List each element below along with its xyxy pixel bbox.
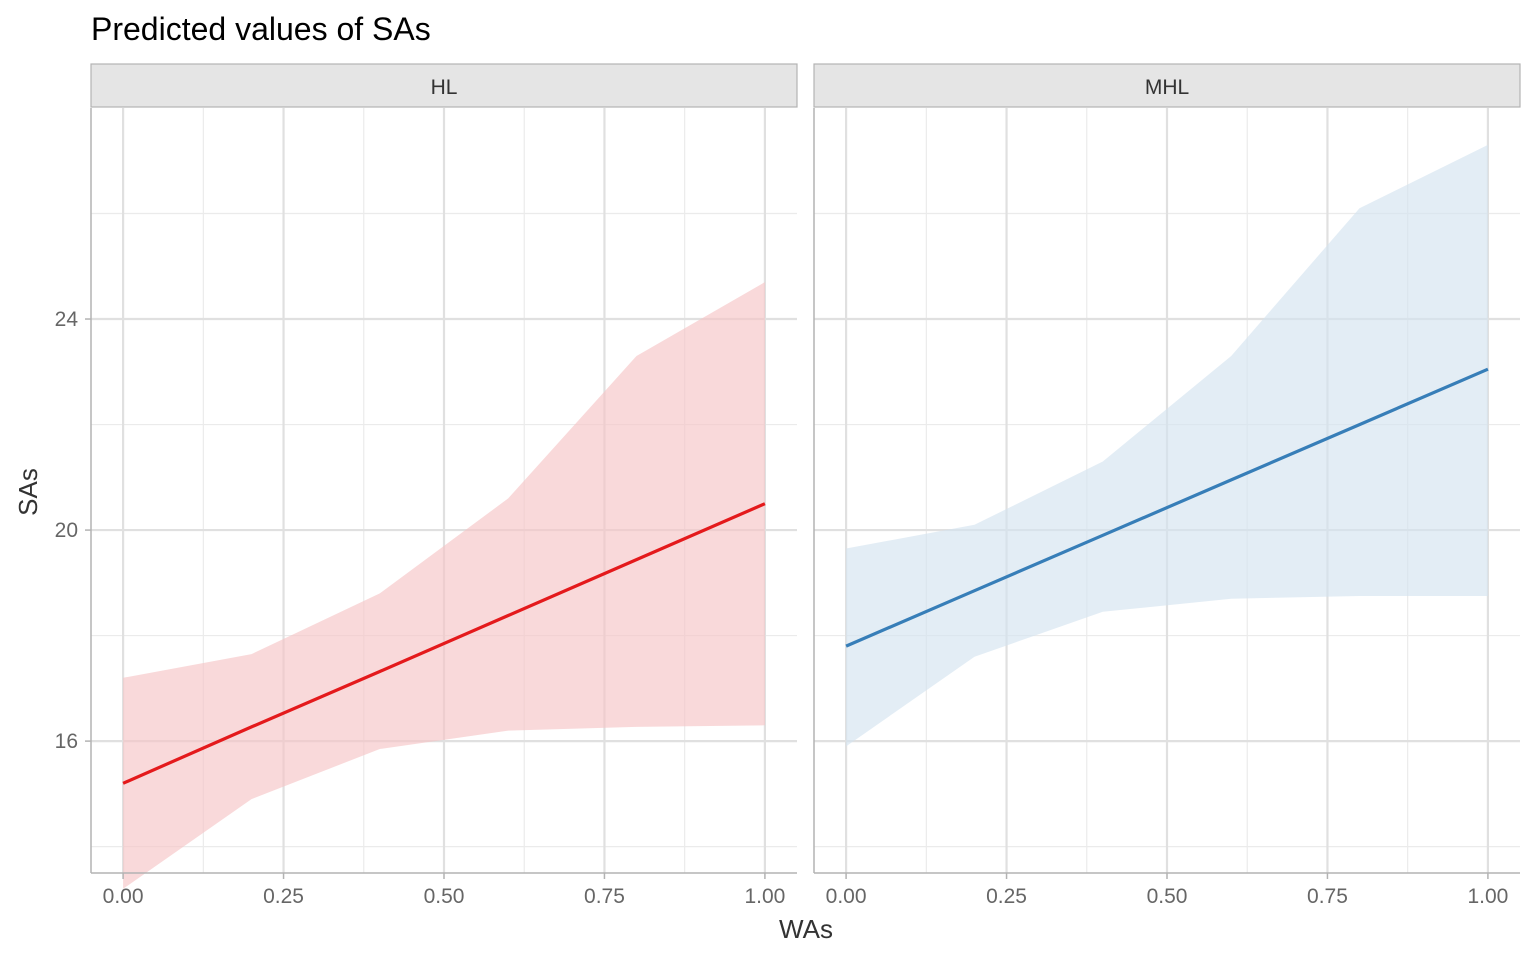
facet-panel-hl: HL 0.00 0.25 0.50 0.75 1.00 bbox=[90, 63, 798, 908]
facet-panel-mhl: MHL 0.00 0.25 0.50 0.75 1.00 bbox=[813, 63, 1521, 908]
x-tick-label: 0.00 bbox=[103, 885, 144, 908]
y-axis-title: SAs bbox=[13, 468, 43, 516]
facet-strip bbox=[813, 63, 1521, 108]
prediction-line bbox=[845, 367, 1489, 648]
x-tick-label: 0.75 bbox=[1307, 885, 1348, 908]
confidence-band bbox=[846, 144, 1488, 747]
facet-strip-label: HL bbox=[431, 76, 458, 99]
facet-strip-label: MHL bbox=[1145, 76, 1189, 99]
prediction-line bbox=[122, 502, 766, 785]
y-axis-ticks: 16 20 24 bbox=[55, 308, 91, 753]
x-tick-label: 0.25 bbox=[986, 885, 1027, 908]
confidence-band bbox=[123, 282, 765, 889]
x-tick-label: 0.50 bbox=[1147, 885, 1188, 908]
x-tick-label: 1.00 bbox=[1467, 885, 1508, 908]
y-tick-label: 16 bbox=[55, 730, 78, 753]
x-tick-label: 0.50 bbox=[424, 885, 465, 908]
x-tick-label: 0.75 bbox=[584, 885, 625, 908]
x-tick-label: 0.25 bbox=[263, 885, 304, 908]
x-tick-label: 0.00 bbox=[826, 885, 867, 908]
y-tick-label: 24 bbox=[55, 308, 79, 331]
x-axis-title: WAs bbox=[779, 914, 833, 944]
chart-title: Predicted values of SAs bbox=[91, 11, 431, 47]
x-tick-label: 1.00 bbox=[744, 885, 785, 908]
facet-panels: HL 0.00 0.25 0.50 0.75 1.00 MHL 0.00 0.25 0.50 0.7… bbox=[90, 63, 1521, 908]
y-tick-label: 20 bbox=[55, 519, 78, 542]
facet-strip bbox=[90, 63, 798, 108]
